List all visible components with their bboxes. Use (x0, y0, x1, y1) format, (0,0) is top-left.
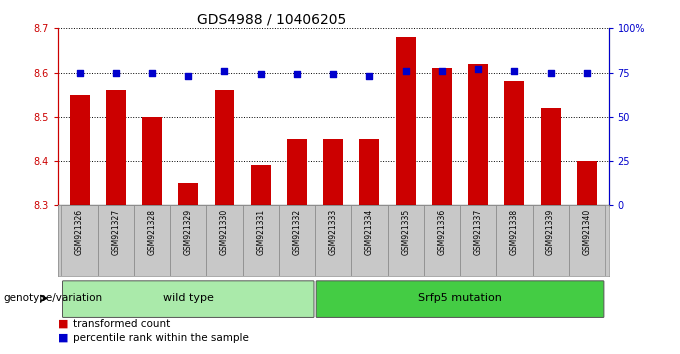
Bar (323, 139, 343, 205)
Bar (134, 205, 170, 276)
Bar (388, 205, 424, 276)
Bar (360, 139, 379, 205)
Bar (577, 161, 597, 205)
Bar (432, 68, 452, 205)
Text: GSM921336: GSM921336 (437, 209, 446, 255)
Point (545, 70, 556, 75)
Point (74, 70, 85, 75)
Text: ■: ■ (58, 333, 68, 343)
Text: GSM921340: GSM921340 (582, 209, 592, 255)
Text: GSM921332: GSM921332 (292, 209, 301, 255)
Bar (568, 205, 605, 276)
Point (364, 73, 375, 79)
Text: GSM921327: GSM921327 (112, 209, 120, 255)
Text: GSM921335: GSM921335 (401, 209, 410, 255)
Text: GSM921339: GSM921339 (546, 209, 555, 255)
Point (473, 66, 483, 72)
Bar (69, 95, 90, 205)
Bar (352, 205, 388, 276)
Text: GSM921328: GSM921328 (148, 209, 156, 255)
Text: GSM921338: GSM921338 (510, 209, 519, 255)
Bar (532, 205, 568, 276)
Text: GDS4988 / 10406205: GDS4988 / 10406205 (197, 12, 347, 27)
Point (255, 72, 266, 77)
Point (581, 70, 592, 75)
Bar (505, 81, 524, 205)
Bar (251, 165, 271, 205)
Text: percentile rank within the sample: percentile rank within the sample (73, 333, 249, 343)
Bar (279, 205, 315, 276)
Bar (287, 139, 307, 205)
Bar (541, 108, 560, 205)
Point (437, 68, 447, 74)
Point (219, 68, 230, 74)
Point (292, 72, 303, 77)
Point (401, 68, 411, 74)
Bar (106, 90, 126, 205)
Text: genotype/variation: genotype/variation (3, 293, 103, 303)
Point (110, 70, 121, 75)
Text: GSM921330: GSM921330 (220, 209, 229, 255)
Bar (170, 205, 206, 276)
Bar (496, 205, 532, 276)
Bar (98, 205, 134, 276)
Bar (315, 205, 352, 276)
Text: GSM921334: GSM921334 (365, 209, 374, 255)
Point (147, 70, 158, 75)
Text: wild type: wild type (163, 293, 214, 303)
Bar (469, 64, 488, 205)
Text: ■: ■ (58, 319, 68, 329)
Bar (178, 183, 198, 205)
Text: GSM921326: GSM921326 (75, 209, 84, 255)
Text: GSM921329: GSM921329 (184, 209, 192, 255)
Bar (243, 205, 279, 276)
Text: transformed count: transformed count (73, 319, 170, 329)
Bar (396, 37, 415, 205)
Bar (142, 117, 162, 205)
Bar (206, 205, 243, 276)
Text: GSM921333: GSM921333 (328, 209, 338, 255)
FancyBboxPatch shape (63, 281, 314, 318)
Point (328, 72, 339, 77)
Text: GSM921331: GSM921331 (256, 209, 265, 255)
Bar (61, 205, 98, 276)
FancyBboxPatch shape (316, 281, 604, 318)
Bar (460, 205, 496, 276)
Bar (424, 205, 460, 276)
Point (183, 73, 194, 79)
Text: GSM921337: GSM921337 (474, 209, 483, 255)
Bar (214, 90, 235, 205)
Text: Srfp5 mutation: Srfp5 mutation (418, 293, 502, 303)
Point (509, 68, 520, 74)
